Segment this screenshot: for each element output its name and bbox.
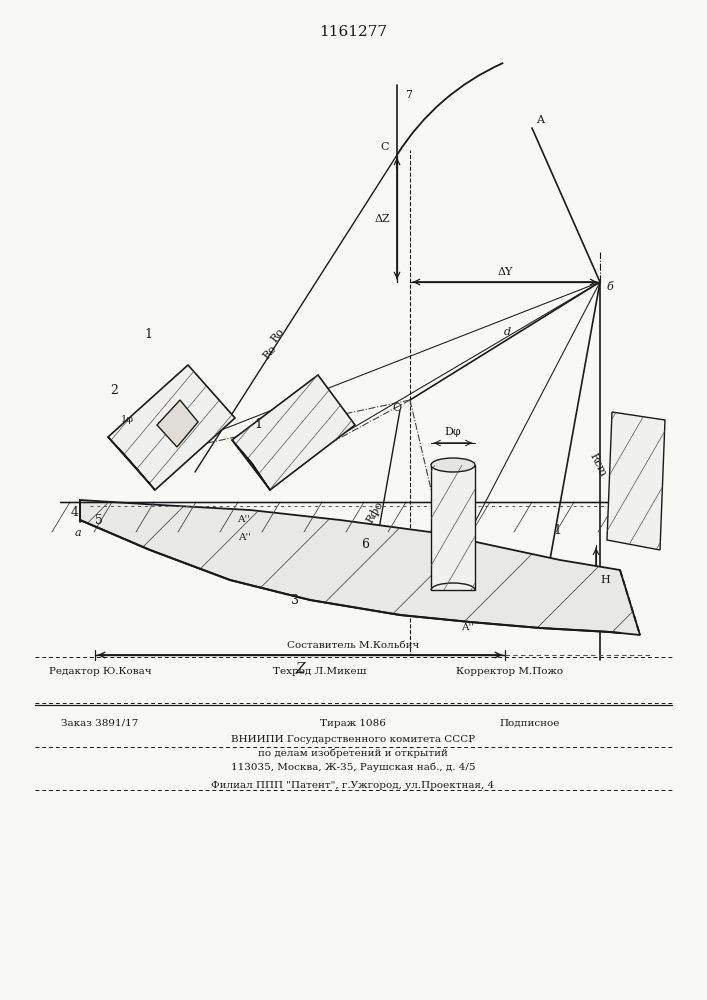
Text: ΔZ: ΔZ [374,214,390,224]
Text: Ro: Ro [262,343,279,361]
Text: 1: 1 [254,418,262,432]
Text: Rcm: Rcm [588,452,608,478]
Text: Корректор М.Пожо: Корректор М.Пожо [457,666,563,676]
Text: 3: 3 [291,593,299,606]
Polygon shape [607,412,665,550]
Text: 4: 4 [71,506,79,518]
Text: Техред Л.Микеш: Техред Л.Микеш [274,666,367,676]
Text: Rфо: Rфо [364,499,385,525]
Polygon shape [80,500,640,635]
Text: A'': A'' [462,624,474,633]
Text: A: A [536,115,544,125]
Text: O: O [392,403,402,413]
Text: Филиал ППП "Патент", г.Ужгород, ул.Проектная, 4: Филиал ППП "Патент", г.Ужгород, ул.Проек… [211,780,495,790]
Text: 1161277: 1161277 [319,25,387,39]
Text: d: d [503,327,510,337]
Text: 2: 2 [110,383,118,396]
Text: 7: 7 [406,90,412,100]
Polygon shape [108,437,155,490]
Text: A'': A'' [238,516,250,524]
Text: 5: 5 [95,514,103,526]
Text: ВНИИПИ Государственного комитета СССР: ВНИИПИ Государственного комитета СССР [231,734,475,744]
Text: б: б [607,282,614,292]
Polygon shape [232,440,270,490]
Polygon shape [232,375,355,490]
Text: C: C [381,142,390,152]
Text: ΔY: ΔY [497,267,513,277]
Polygon shape [431,465,475,590]
Text: Редактор Ю.Ковач: Редактор Ю.Ковач [49,666,151,676]
Text: 1: 1 [553,524,561,536]
Text: Составитель М.Кольбич: Составитель М.Кольбич [287,641,419,650]
Text: A'': A'' [238,534,252,542]
Text: 1: 1 [144,328,152,342]
Polygon shape [157,400,198,447]
Text: Подписное: Подписное [500,718,560,728]
Text: Dφ: Dφ [445,427,462,437]
Text: Z: Z [296,662,305,676]
Polygon shape [108,365,235,490]
Text: Заказ 3891/17: Заказ 3891/17 [62,718,139,728]
Text: 1φ: 1φ [120,416,134,424]
Text: 6: 6 [361,538,369,552]
Text: 113035, Москва, Ж-35, Раушская наб., д. 4/5: 113035, Москва, Ж-35, Раушская наб., д. … [230,762,475,772]
Ellipse shape [431,458,475,472]
Text: Ro: Ro [269,326,286,344]
Text: по делам изобретений и открытий: по делам изобретений и открытий [258,748,448,758]
Text: a: a [75,528,81,538]
Text: H: H [600,575,610,585]
Text: Тираж 1086: Тираж 1086 [320,718,386,728]
